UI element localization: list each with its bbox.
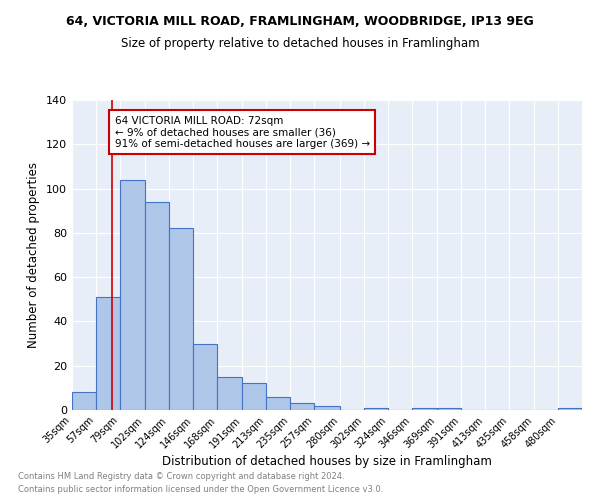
Bar xyxy=(120,180,145,410)
Text: Size of property relative to detached houses in Framlingham: Size of property relative to detached ho… xyxy=(121,38,479,51)
Y-axis label: Number of detached properties: Number of detached properties xyxy=(28,162,40,348)
Bar xyxy=(412,408,437,410)
Text: 64 VICTORIA MILL ROAD: 72sqm
← 9% of detached houses are smaller (36)
91% of sem: 64 VICTORIA MILL ROAD: 72sqm ← 9% of det… xyxy=(115,116,370,148)
Bar xyxy=(437,408,461,410)
X-axis label: Distribution of detached houses by size in Framlingham: Distribution of detached houses by size … xyxy=(162,456,492,468)
Bar xyxy=(96,297,120,410)
Bar xyxy=(169,228,193,410)
Bar xyxy=(145,202,169,410)
Bar xyxy=(364,408,388,410)
Bar xyxy=(193,344,217,410)
Text: 64, VICTORIA MILL ROAD, FRAMLINGHAM, WOODBRIDGE, IP13 9EG: 64, VICTORIA MILL ROAD, FRAMLINGHAM, WOO… xyxy=(66,15,534,28)
Bar xyxy=(314,406,340,410)
Bar xyxy=(242,384,266,410)
Bar xyxy=(217,377,242,410)
Bar xyxy=(266,396,290,410)
Text: Contains HM Land Registry data © Crown copyright and database right 2024.: Contains HM Land Registry data © Crown c… xyxy=(18,472,344,481)
Text: Contains public sector information licensed under the Open Government Licence v3: Contains public sector information licen… xyxy=(18,485,383,494)
Bar xyxy=(290,404,314,410)
Bar xyxy=(558,408,582,410)
Bar xyxy=(72,392,96,410)
